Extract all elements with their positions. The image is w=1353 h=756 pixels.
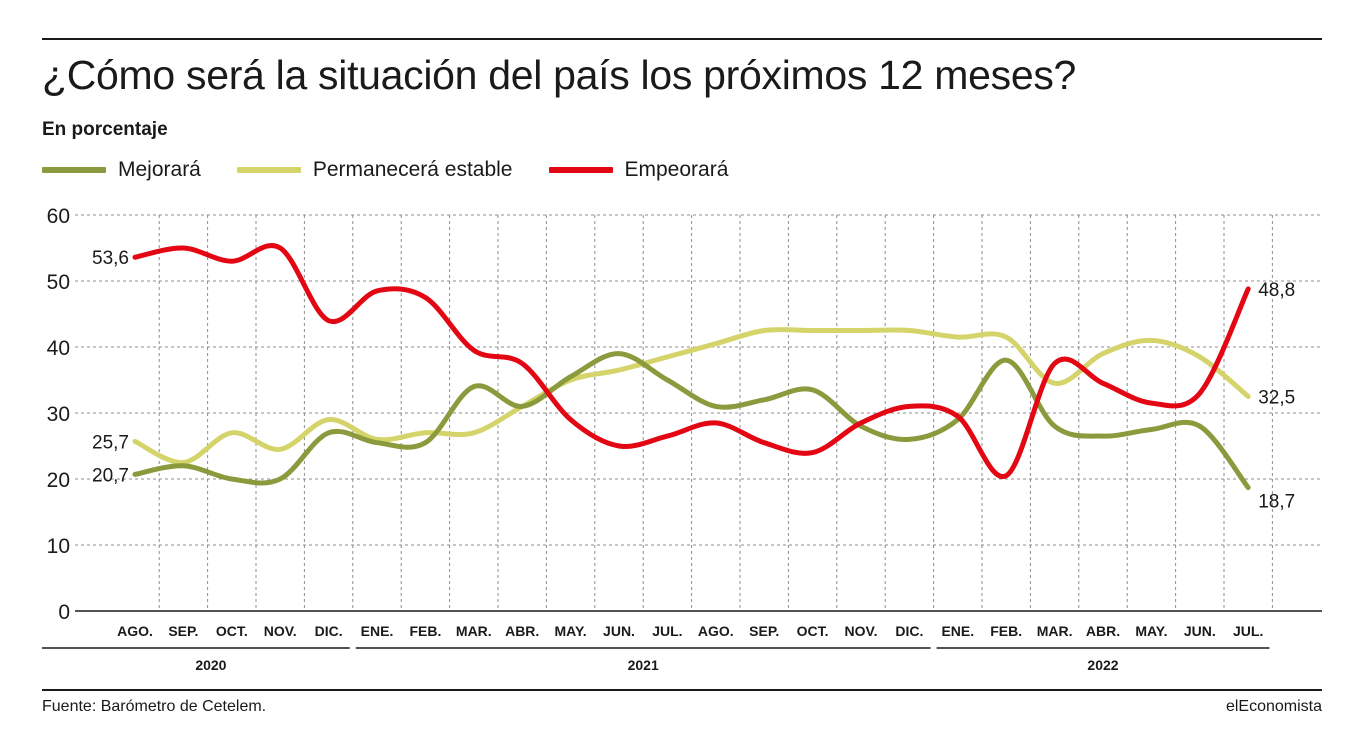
y-tick-label: 40 [47, 337, 70, 360]
y-tick-label: 60 [47, 205, 70, 228]
bottom-rule [42, 689, 1322, 691]
legend-item-permanecera: Permanecerá estable [236, 158, 513, 182]
x-tick-label: SEP. [168, 623, 198, 639]
end-label-mejorara: 18,7 [1258, 492, 1295, 513]
x-tick-label: SEP. [749, 623, 779, 639]
x-tick-label: AGO. [698, 623, 734, 639]
top-rule [42, 38, 1322, 40]
x-tick-label: JUN. [1184, 623, 1216, 639]
legend-label-permanecera: Permanecerá estable [312, 158, 513, 181]
legend: Mejorará Permanecerá estable Empeorará [42, 158, 764, 182]
y-tick-label: 50 [47, 271, 70, 294]
x-tick-label: OCT. [797, 623, 829, 639]
legend-label-empeorara: Empeorará [624, 158, 729, 181]
legend-label-mejorara: Mejorará [118, 158, 201, 181]
x-tick-label: DIC. [895, 623, 923, 639]
x-tick-label: AGO. [117, 623, 153, 639]
y-tick-label: 20 [47, 469, 70, 492]
legend-swatch-permanecera [236, 167, 301, 173]
x-tick-label: MAY. [555, 623, 587, 639]
x-tick-label: FEB. [409, 623, 441, 639]
x-tick-label: ENE. [361, 623, 394, 639]
x-tick-label: JUL. [652, 623, 682, 639]
legend-item-mejorara: Mejorará [42, 158, 201, 182]
x-tick-label: MAR. [1037, 623, 1073, 639]
x-tick-label: MAY. [1135, 623, 1167, 639]
legend-item-empeorara: Empeorará [548, 158, 729, 182]
series-line-mejorara [132, 351, 1251, 491]
series-line-permanecera [132, 327, 1251, 466]
end-label-empeorara: 48,8 [1258, 280, 1295, 301]
y-tick-label: 10 [47, 535, 70, 558]
start-label-mejorara: 20,7 [92, 465, 129, 486]
y-tick-label: 0 [58, 601, 70, 624]
start-label-empeorara: 53,6 [92, 248, 129, 269]
x-tick-label: DIC. [315, 623, 343, 639]
x-tick-label: MAR. [456, 623, 492, 639]
x-tick-label: ENE. [941, 623, 974, 639]
source-note: Fuente: Barómetro de Cetelem. [42, 698, 267, 715]
legend-swatch-empeorara [548, 167, 613, 173]
x-tick-label: JUL. [1233, 623, 1263, 639]
series-line-empeorara [132, 243, 1251, 479]
year-label: 2020 [195, 657, 226, 673]
chart-subtitle: En porcentaje [42, 119, 168, 140]
x-tick-label: ABR. [505, 623, 539, 639]
x-tick-label: NOV. [264, 623, 297, 639]
x-tick-label: FEB. [990, 623, 1022, 639]
chart-title: ¿Cómo será la situación del país los pró… [42, 52, 1077, 98]
x-tick-label: JUN. [603, 623, 635, 639]
x-tick-label: ABR. [1086, 623, 1120, 639]
year-label: 2022 [1087, 657, 1118, 673]
x-tick-label: NOV. [845, 623, 878, 639]
y-tick-label: 30 [47, 403, 70, 426]
start-label-permanecera: 25,7 [92, 432, 129, 453]
legend-swatch-mejorara [42, 167, 106, 173]
year-label: 2021 [628, 657, 659, 673]
x-tick-label: OCT. [216, 623, 248, 639]
brand-logo: elEconomista [1225, 698, 1322, 715]
end-label-permanecera: 32,5 [1258, 388, 1295, 409]
